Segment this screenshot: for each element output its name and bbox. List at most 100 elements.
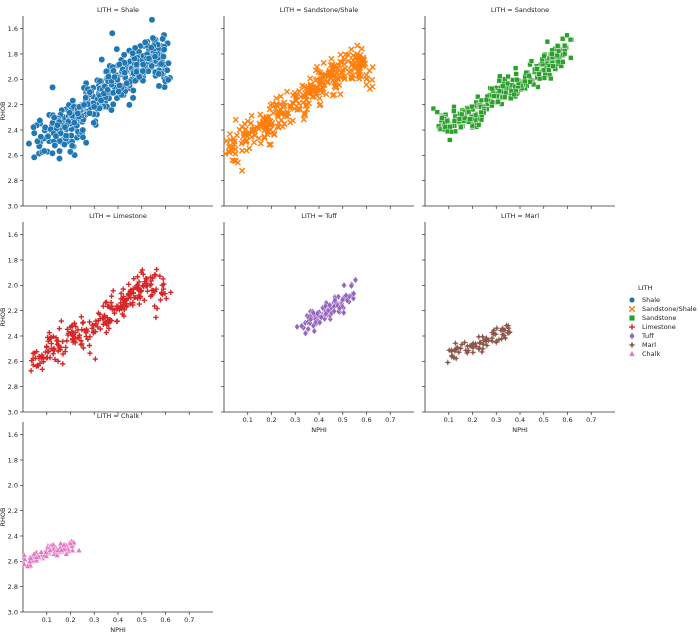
data-point <box>60 338 66 345</box>
data-point <box>133 61 140 69</box>
data-point <box>130 300 136 306</box>
data-point <box>333 83 340 90</box>
data-point <box>79 133 87 141</box>
data-point <box>109 306 116 312</box>
data-point <box>523 70 529 76</box>
data-point <box>505 73 511 80</box>
data-point <box>302 329 309 338</box>
data-point <box>301 111 309 119</box>
facet-panel-limestone: LITH = Limestone 1.6 1.8 2.0 2.2 2.4 2.6 2.8 3.0… <box>0 212 213 416</box>
data-point <box>490 329 497 337</box>
data-point <box>541 53 547 59</box>
facet-title: LITH = Tuff <box>301 212 337 220</box>
data-point <box>330 91 338 98</box>
data-point <box>511 91 517 98</box>
data-point <box>359 56 367 64</box>
data-point <box>369 76 376 83</box>
data-point <box>291 105 298 112</box>
data-point <box>63 550 70 557</box>
data-point <box>75 327 81 333</box>
data-point <box>43 349 49 355</box>
data-point <box>465 109 472 115</box>
x-tick-label: 0.4 <box>314 416 324 424</box>
axis-spines <box>223 16 414 207</box>
data-point <box>131 295 137 301</box>
data-point <box>339 302 346 311</box>
data-point <box>447 137 453 143</box>
data-point <box>344 296 351 305</box>
data-point <box>444 118 450 124</box>
data-point <box>69 332 76 338</box>
data-point <box>493 324 501 332</box>
data-point <box>159 35 167 43</box>
data-point <box>499 324 507 332</box>
data-point <box>123 79 131 87</box>
data-point <box>451 104 457 110</box>
data-point <box>298 322 305 330</box>
data-point <box>303 106 311 113</box>
data-point <box>62 132 70 140</box>
data-point <box>32 350 38 356</box>
data-point <box>82 139 90 147</box>
legend-marker <box>628 296 636 303</box>
data-point <box>110 288 116 294</box>
data-point <box>241 120 248 127</box>
data-point <box>226 130 234 138</box>
data-point <box>489 86 495 92</box>
data-point <box>483 97 490 103</box>
data-point <box>104 86 112 94</box>
data-point <box>118 290 124 297</box>
data-point <box>451 108 457 114</box>
x-tick-label: 0.7 <box>385 416 395 424</box>
data-point <box>469 103 475 110</box>
data-point <box>294 323 300 331</box>
data-point <box>56 147 63 155</box>
data-point <box>458 340 466 348</box>
data-point <box>478 97 485 104</box>
axis-spines <box>22 422 213 613</box>
x-tick-label: 0.6 <box>562 416 572 424</box>
data-point <box>369 83 376 90</box>
data-point <box>363 81 370 88</box>
data-point <box>295 100 302 107</box>
data-point <box>20 560 28 567</box>
data-point <box>225 148 232 155</box>
data-point <box>115 304 121 310</box>
data-point <box>153 266 160 273</box>
data-point <box>55 358 61 364</box>
data-point <box>544 39 551 45</box>
data-point <box>350 289 357 298</box>
data-point <box>447 346 455 354</box>
y-tick-label: 3.0 <box>8 408 18 416</box>
data-point <box>155 82 163 90</box>
data-point <box>51 347 57 353</box>
data-point <box>123 297 129 303</box>
y-tick-label: 2.6 <box>8 558 18 566</box>
y-tick-label: 3.0 <box>8 202 18 210</box>
data-point <box>223 137 230 144</box>
data-point <box>148 62 156 70</box>
data-point <box>105 73 112 81</box>
legend-marker <box>628 349 636 356</box>
data-point <box>504 80 511 87</box>
data-point <box>27 554 34 561</box>
data-point <box>121 313 127 319</box>
y-axis-label: RHOB <box>0 308 7 327</box>
legend-marker-icon <box>628 296 636 303</box>
data-point <box>266 141 273 148</box>
data-point <box>236 126 243 133</box>
data-point <box>319 85 326 92</box>
data-point <box>351 65 358 72</box>
data-point <box>64 326 70 332</box>
data-point <box>168 289 174 295</box>
data-point <box>316 102 323 109</box>
data-point <box>464 342 471 350</box>
data-point <box>40 147 48 155</box>
data-point <box>358 73 365 80</box>
data-point <box>287 102 294 109</box>
x-tick-label: 0.3 <box>290 416 300 424</box>
data-point <box>331 307 338 315</box>
data-point <box>232 150 239 157</box>
x-tick-label: 0.5 <box>539 416 549 424</box>
